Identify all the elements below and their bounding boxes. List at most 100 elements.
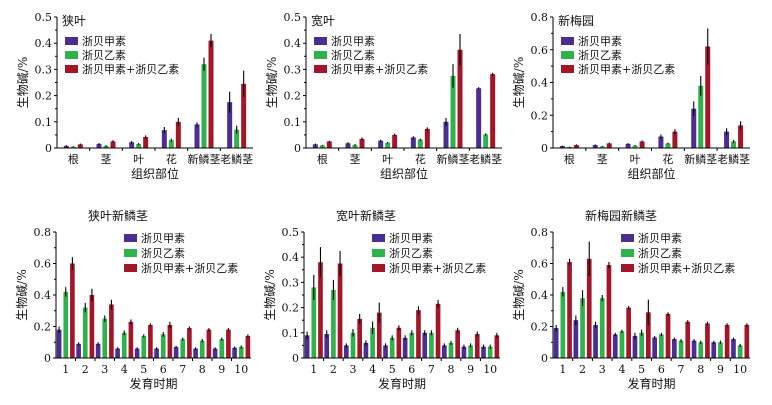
legend-swatch [621, 249, 634, 257]
chart-panel-4: 0 0.2 0.4 0.6 0.8 1 2 3 4 5 6 7 8 9 10 发育时期 生物碱/% 狭叶新鳞茎浙贝… [15, 208, 251, 391]
x-tick-label: 4 [121, 363, 128, 376]
x-tick-label: 8 [199, 363, 206, 376]
bar [175, 121, 181, 148]
bar [324, 334, 330, 358]
y-tick-label: 0.4 [282, 251, 300, 264]
y-tick-label: 0.1 [284, 116, 302, 129]
x-tick-label: 10 [733, 363, 747, 376]
legend-label: 浙贝甲素+浙贝乙素 [141, 262, 238, 275]
x-axis-title: 组织部位 [131, 166, 179, 181]
y-tick-label: 0.4 [34, 289, 52, 302]
bar [443, 121, 449, 148]
bar [194, 124, 200, 148]
bar [409, 332, 415, 358]
x-tick-label: 5 [389, 363, 396, 376]
legend-label: 浙贝甲素+浙贝乙素 [638, 262, 735, 275]
bar [567, 261, 572, 358]
x-tick-label: 8 [697, 363, 704, 376]
bar [357, 318, 362, 358]
y-tick-label: 0.8 [34, 226, 52, 239]
bar [652, 337, 658, 358]
bar [744, 324, 750, 358]
y-tick-label: 0.3 [284, 63, 302, 76]
bar [448, 342, 454, 358]
x-axis-title: 发育时期 [378, 376, 426, 391]
x-tick-label: 叶 [133, 153, 144, 166]
bar [136, 144, 142, 148]
legend-label: 浙贝甲素+浙贝乙素 [331, 63, 428, 76]
bar [383, 345, 388, 358]
bar [245, 335, 251, 358]
x-tick-label: 根 [317, 152, 328, 166]
panel-title: 狭叶 [62, 14, 86, 28]
bar [698, 342, 704, 358]
legend-label: 浙贝乙素 [638, 247, 682, 260]
x-tick-label: 3 [599, 363, 606, 376]
panel-title: 新梅园 [558, 13, 594, 28]
bar [219, 339, 225, 358]
bar [632, 335, 638, 358]
legend-label: 浙贝乙素 [578, 49, 622, 62]
y-axis-title: 生物碱/% [512, 57, 526, 108]
legend-label: 浙贝乙素 [331, 49, 375, 62]
bar [410, 137, 416, 148]
x-tick-label: 4 [618, 363, 625, 376]
bar [331, 289, 336, 358]
bar [593, 324, 598, 358]
bar [738, 125, 744, 148]
y-tick-label: 0 [294, 142, 301, 155]
x-axis-title: 组织部位 [380, 166, 428, 181]
y-tick-label: 0.5 [282, 226, 300, 239]
legend-swatch [65, 51, 78, 59]
bar [115, 348, 120, 358]
legend-label: 浙贝甲素+浙贝乙素 [82, 63, 179, 76]
bar [56, 329, 62, 358]
bar [208, 40, 214, 148]
bar [606, 143, 612, 148]
y-axis-title: 生物碱/% [512, 269, 526, 320]
bar [109, 304, 114, 358]
y-tick-label: 0.2 [531, 321, 549, 334]
y-tick-label: 0.8 [531, 11, 549, 24]
bar [304, 335, 310, 358]
bar [619, 331, 625, 358]
y-tick-label: 0.6 [34, 258, 52, 271]
x-tick-label: 4 [369, 363, 376, 376]
bar [560, 291, 566, 358]
x-tick-label: 1 [310, 363, 317, 376]
y-tick-label: 0.5 [35, 11, 53, 24]
bar [731, 339, 736, 358]
y-tick-label: 0.4 [284, 37, 302, 50]
bar [424, 128, 430, 148]
x-tick-label: 花 [166, 153, 177, 166]
bar [396, 327, 402, 358]
bar [402, 337, 408, 358]
bar [82, 307, 88, 358]
chart-panel-5: 0 0.1 0.2 0.3 0.4 0.5 1 2 3 4 5 6 7 8 9 10 发育时期 生物碱/% 宽叶新鳞… [263, 208, 500, 391]
bar [724, 324, 730, 358]
x-axis-title: 发育时期 [129, 376, 177, 391]
bar [658, 136, 664, 148]
bar [435, 303, 441, 358]
x-axis-title: 发育时期 [627, 376, 675, 391]
panel-title: 宽叶 [311, 13, 335, 28]
bar [672, 339, 677, 358]
legend-swatch [65, 65, 78, 73]
bar [241, 83, 247, 148]
legend-label: 浙贝甲素 [389, 232, 433, 245]
bar [494, 335, 500, 358]
legend-swatch [621, 264, 634, 272]
bar [160, 334, 166, 358]
bar [705, 323, 710, 358]
y-tick-label: 0.2 [35, 90, 53, 103]
y-tick-label: 0.2 [282, 302, 300, 315]
x-tick-label: 7 [179, 363, 186, 376]
bar [161, 130, 167, 148]
bar [429, 332, 434, 358]
bar [344, 345, 349, 358]
bar [227, 102, 233, 148]
bar [326, 141, 332, 148]
bar [352, 144, 358, 148]
bar [626, 307, 631, 358]
